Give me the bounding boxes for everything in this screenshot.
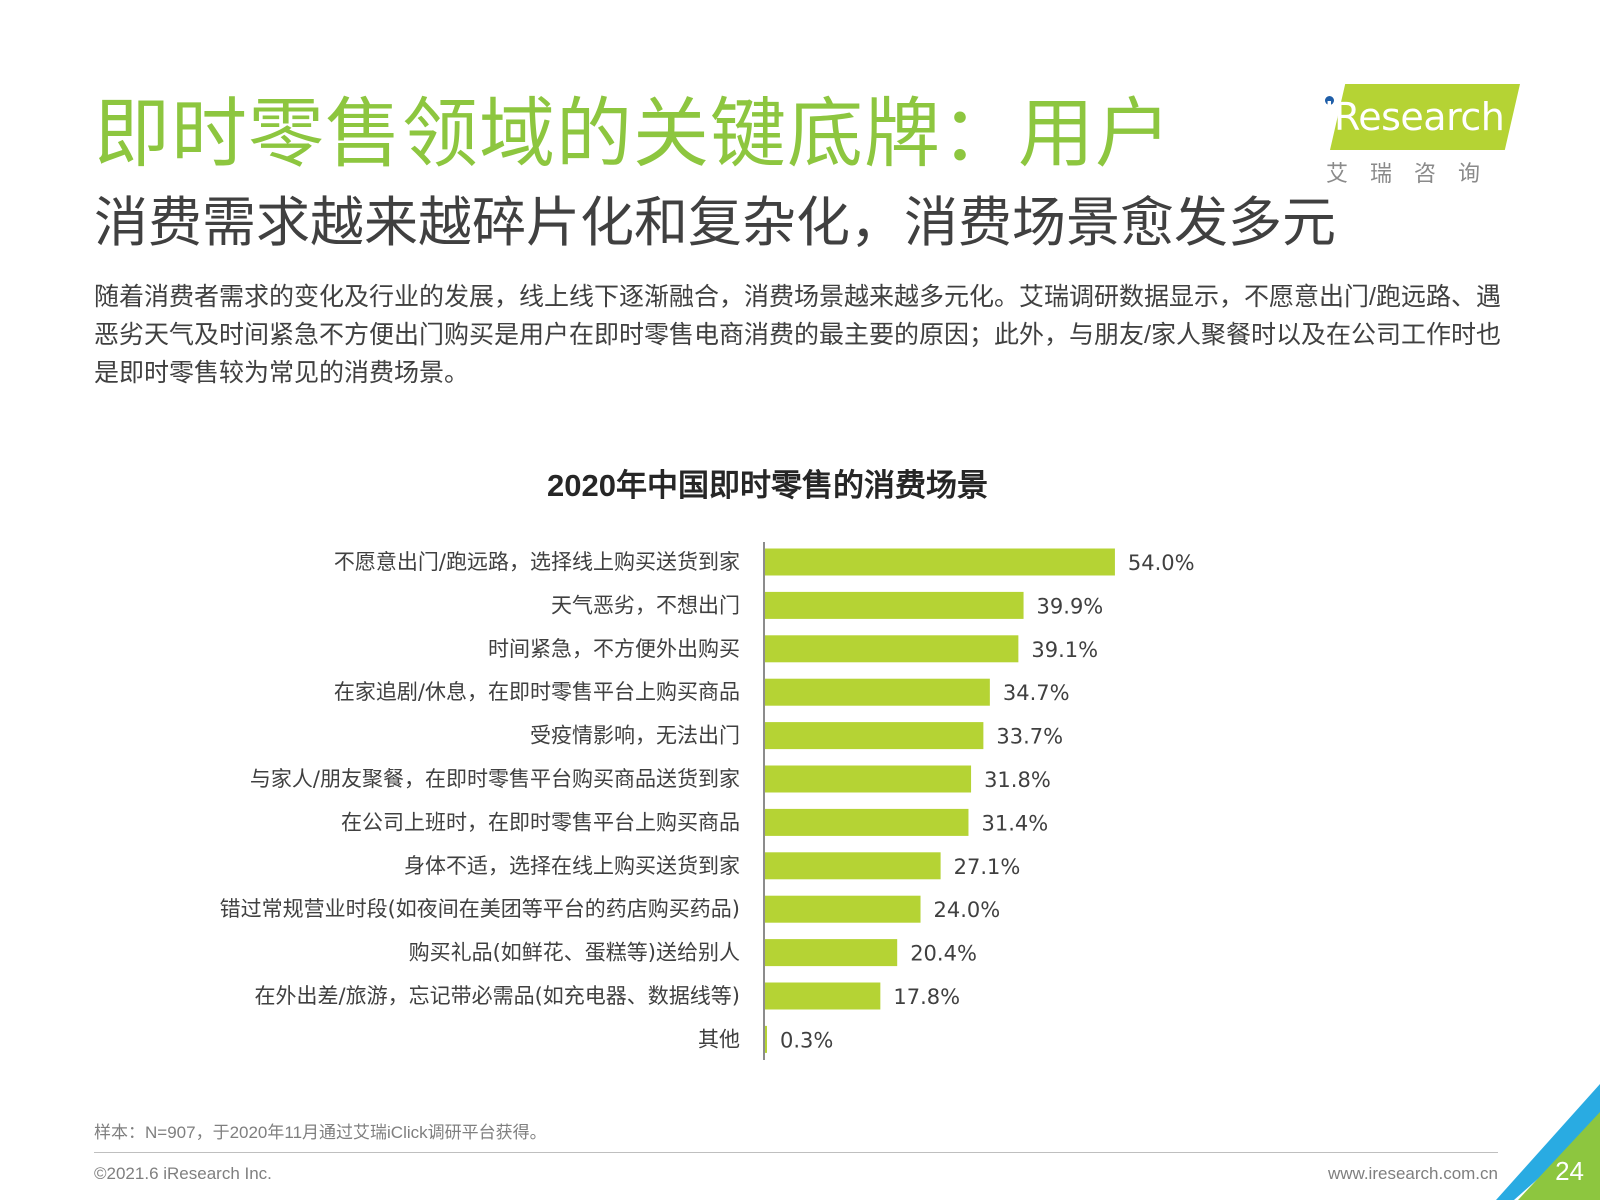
value-label-1: 39.9% (1037, 594, 1104, 618)
sample-note: 样本：N=907，于2020年11月通过艾瑞iClick调研平台获得。 (94, 1123, 547, 1142)
value-label-9: 20.4% (910, 942, 977, 966)
value-label-6: 31.4% (981, 811, 1048, 835)
copyright: ©2021.6 iResearch Inc. (94, 1164, 272, 1183)
page-subtitle: 消费需求越来越碎片化和复杂化，消费场景愈发多元 (94, 193, 1336, 253)
category-label-7: 身体不适，选择在线上购买送货到家 (404, 854, 740, 878)
value-label-8: 24.0% (934, 898, 1001, 922)
bar-3 (765, 678, 990, 706)
chart-title: 2020年中国即时零售的消费场景 (547, 468, 988, 503)
bar-7 (765, 852, 941, 880)
bar-5 (765, 765, 972, 793)
category-label-10: 在外出差/旅游，忘记带必需品(如充电器、数据线等) (255, 984, 740, 1008)
body-paragraph: 随着消费者需求的变化及行业的发展，线上线下逐渐融合，消费场景越来越多元化。艾瑞调… (94, 283, 1501, 387)
category-label-9: 购买礼品(如鲜花、蛋糕等)送给别人 (409, 941, 740, 965)
corner-decoration-icon (1496, 1084, 1600, 1200)
bar-9 (765, 939, 898, 967)
value-label-7: 27.1% (954, 855, 1021, 879)
bar-2 (765, 635, 1019, 663)
bar-0 (765, 548, 1115, 576)
value-label-4: 33.7% (996, 725, 1063, 749)
bar-11 (765, 1025, 767, 1053)
value-label-0: 54.0% (1128, 551, 1195, 575)
value-label-2: 39.1% (1031, 638, 1098, 662)
page-title: 即时零售领域的关键底牌：用户 (94, 92, 1172, 177)
bar-1 (765, 591, 1024, 619)
bar-6 (765, 808, 969, 836)
category-label-3: 在家追剧/休息，在即时零售平台上购买商品 (334, 680, 740, 704)
website-link[interactable]: www.iresearch.com.cn (1327, 1164, 1498, 1183)
category-label-8: 错过常规营业时段(如夜间在美团等平台的药店购买药品) (220, 897, 740, 921)
logo-badge (1330, 84, 1520, 150)
bar-chart: 不愿意出门/跑远路，选择线上购买送货到家 54.0% 天气恶劣，不想出门 39.9% 时… (220, 542, 1195, 1060)
bar-4 (765, 722, 984, 750)
category-label-5: 与家人/朋友聚餐，在即时零售平台购买商品送货到家 (250, 767, 740, 791)
page-number: 24 (1555, 1156, 1584, 1186)
category-label-0: 不愿意出门/跑远路，选择线上购买送货到家 (334, 550, 740, 574)
logo-name: iResearch (1324, 95, 1505, 139)
value-label-5: 31.8% (984, 768, 1051, 792)
logo-dot-icon (1325, 96, 1334, 105)
category-label-1: 天气恶劣，不想出门 (551, 593, 740, 617)
category-label-11: 其他 (698, 1027, 740, 1051)
bar-10 (765, 982, 881, 1010)
category-label-2: 时间紧急，不方便外出购买 (488, 637, 740, 661)
footer-divider (94, 1152, 1498, 1153)
value-label-3: 34.7% (1003, 681, 1070, 705)
value-label-11: 0.3% (780, 1028, 833, 1052)
iresearch-logo: iResearch 艾瑞咨询 (1320, 84, 1520, 186)
category-label-6: 在公司上班时，在即时零售平台上购买商品 (341, 810, 740, 834)
value-label-10: 17.8% (893, 985, 960, 1009)
category-label-4: 受疫情影响，无法出门 (530, 724, 740, 748)
logo-subtitle: 艾瑞咨询 (1326, 161, 1503, 186)
bar-8 (765, 895, 921, 923)
